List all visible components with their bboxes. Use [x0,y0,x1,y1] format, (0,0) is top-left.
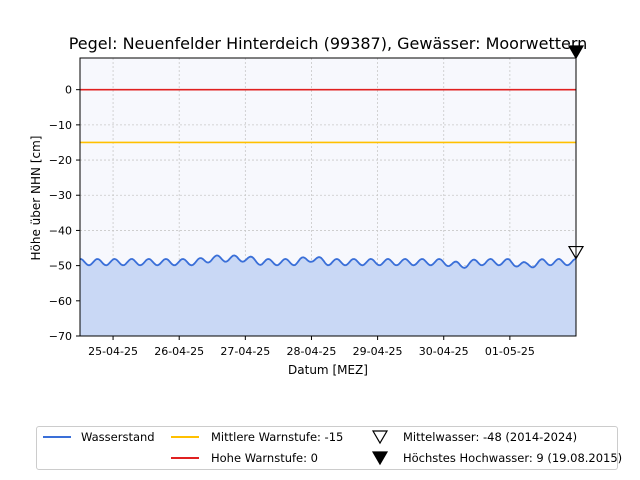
x-tick-label: 27-04-25 [220,345,270,358]
legend: Wasserstand Mittlere Warnstufe: -15 Hohe… [36,426,622,470]
wasserstand-line [79,254,577,269]
y-tick-label: −40 [49,224,72,237]
x-tick-label: 30-04-25 [419,345,469,358]
y-axis: 0 −10 −20 −30 −40 −50 −60 −70 [49,84,80,343]
data-area-layer [80,255,576,336]
y-tick-label: −10 [49,119,72,132]
wasserstand-area [80,255,576,336]
legend-label-mittelwasser: Mittelwasser: -48 (2014-2024) [403,430,578,444]
y-tick-label: −20 [49,154,72,167]
filled-triangle-icon [371,451,389,466]
x-tick-label: 29-04-25 [353,345,403,358]
legend-label-wasserstand: Wasserstand [81,430,155,444]
y-tick-label: −30 [49,189,72,202]
y-tick-label: −60 [49,295,72,308]
x-axis-title: Datum [MEZ] [288,363,368,377]
x-axis: 25-04-25 26-04-25 27-04-25 28-04-25 29-04-25… [88,336,535,358]
legend-swatch-mittlere-warnstufe [171,436,199,438]
chart-title: Pegel: Neuenfelder Hinterdeich (99387), … [69,34,588,53]
plot-frame [79,57,577,337]
legend-label-hohe-warnstufe: Hohe Warnstufe: 0 [211,451,318,465]
legend-swatch-hohe-warnstufe [171,457,199,459]
legend-label-mittlere-warnstufe: Mittlere Warnstufe: -15 [211,430,344,444]
hoechstes-hochwasser-marker [567,45,585,60]
x-tick-label: 26-04-25 [154,345,204,358]
legend-label-hoechstes-hochwasser: Höchstes Hochwasser: 9 (19.08.2015) [403,451,623,465]
y-tick-label: 0 [65,84,72,97]
y-tick-label: −70 [49,330,72,343]
open-triangle-icon [371,430,389,445]
y-tick-label: −50 [49,260,72,273]
x-tick-label: 01-05-25 [485,345,535,358]
y-axis-title: Höhe über NHN [cm] [29,136,43,261]
legend-swatch-wasserstand [43,436,71,438]
data-line-layer [79,88,577,269]
x-tick-label: 28-04-25 [286,345,336,358]
x-tick-label: 25-04-25 [88,345,138,358]
